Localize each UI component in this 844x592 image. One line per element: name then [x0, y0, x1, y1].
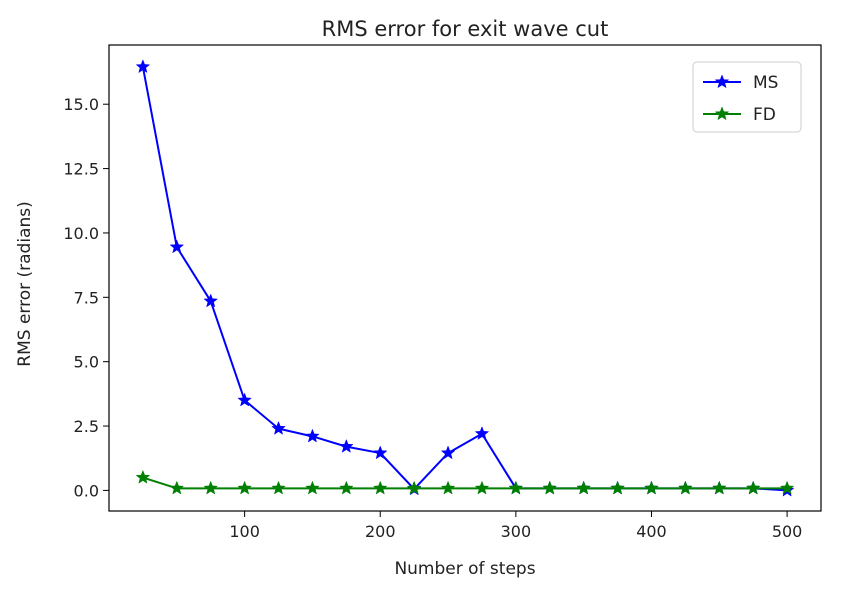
x-tick-label: 300 — [501, 522, 532, 541]
legend-box — [692, 61, 802, 133]
y-tick-label: 15.0 — [63, 95, 99, 114]
x-tick-label: 400 — [636, 522, 667, 541]
data-point — [711, 480, 727, 495]
x-tick-label: 200 — [365, 522, 396, 541]
data-point — [305, 480, 320, 495]
legend-item-fd: FD — [703, 105, 776, 125]
data-point — [372, 445, 388, 460]
data-point — [305, 428, 320, 443]
data-point — [576, 480, 591, 495]
data-point — [440, 445, 456, 460]
legend-item-ms: MS — [703, 73, 778, 93]
data-point — [440, 480, 456, 495]
data-point — [610, 480, 625, 495]
data-point — [135, 469, 151, 484]
y-tick-label: 12.5 — [63, 160, 99, 179]
data-point — [271, 480, 286, 495]
series-fd — [135, 469, 795, 495]
y-tick-label: 5.0 — [74, 353, 99, 372]
data-point — [745, 480, 761, 495]
plot-frame — [108, 44, 822, 512]
legend-marker — [714, 74, 730, 89]
data-point — [237, 392, 252, 407]
x-tick-label: 100 — [229, 522, 260, 541]
y-axis: 0.0 2.5 5.0 7.5 10.0 12.5 15.0 — [63, 95, 109, 500]
data-point — [406, 480, 422, 495]
x-tick-label: 500 — [772, 522, 803, 541]
series-line-ms — [141, 66, 788, 492]
data-point — [779, 480, 795, 495]
y-tick-label: 2.5 — [74, 417, 99, 436]
data-point — [474, 426, 490, 440]
x-axis-label: Number of steps — [394, 559, 535, 579]
legend-label: MS — [753, 73, 778, 93]
data-point — [169, 480, 185, 495]
data-point — [508, 480, 524, 495]
chart-title: RMS error for exit wave cut — [322, 17, 609, 41]
x-axis: 100 200 300 400 500 — [229, 511, 802, 541]
data-point — [271, 420, 286, 435]
data-point — [339, 480, 354, 495]
data-point — [644, 480, 659, 495]
legend: MS FD — [692, 61, 802, 133]
data-point — [339, 438, 354, 453]
y-tick-label: 0.0 — [74, 481, 99, 500]
data-point — [169, 239, 185, 254]
data-point — [203, 293, 219, 308]
data-point — [678, 480, 693, 495]
y-axis-label: RMS error (radians) — [15, 201, 35, 366]
data-point — [203, 480, 219, 495]
series-line-fd — [142, 476, 788, 490]
plot-area — [135, 59, 795, 497]
legend-marker — [714, 106, 730, 121]
data-point — [372, 480, 388, 495]
legend-label: FD — [753, 105, 776, 125]
data-point — [237, 480, 252, 495]
data-point — [135, 59, 151, 74]
y-tick-label: 10.0 — [63, 224, 99, 243]
y-tick-label: 7.5 — [74, 288, 99, 307]
data-point — [542, 480, 558, 495]
data-point — [474, 480, 490, 495]
